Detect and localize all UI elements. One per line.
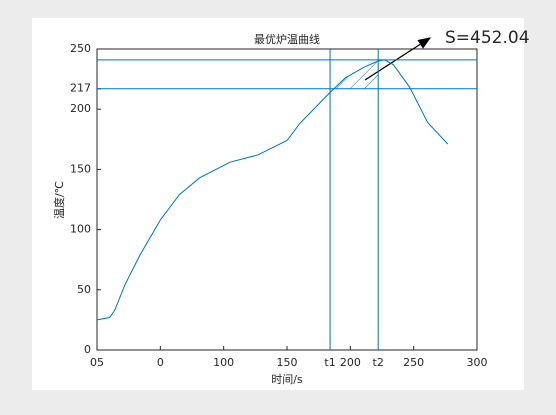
line	[96, 59, 449, 321]
x-tick-label: 300	[467, 356, 488, 369]
x-tick-label: 200	[340, 356, 361, 369]
y-tick-label: 150	[70, 162, 91, 175]
y-tick-label: 200	[70, 102, 91, 115]
x-tick-label: t2	[373, 356, 384, 369]
y-tick-label: 100	[70, 223, 91, 236]
x-tick-label: 100	[213, 356, 234, 369]
y-tick-label: 50	[77, 283, 91, 296]
figure-background	[32, 18, 524, 390]
y-axis-label: 温度/℃	[52, 181, 66, 219]
chart-title: 最优炉温曲线	[254, 32, 320, 46]
x-tick-label: 0	[157, 356, 164, 369]
x-tick-label: 250	[403, 356, 424, 369]
x-tick-label: 05	[90, 356, 104, 369]
y-tick-label: 217	[70, 82, 91, 95]
annotation: S=452.04	[445, 28, 530, 48]
x-axis-label: 时间/s	[271, 373, 303, 386]
x-tick-label: 150	[277, 356, 298, 369]
x-tick-label: t1	[324, 356, 335, 369]
y-tick-label: 250	[70, 42, 91, 55]
y-tick-label: 0	[84, 343, 91, 356]
